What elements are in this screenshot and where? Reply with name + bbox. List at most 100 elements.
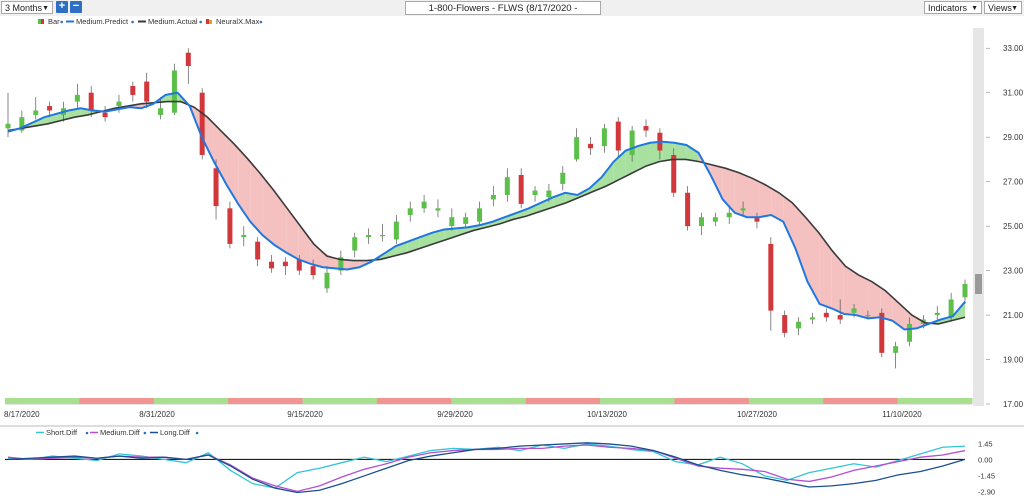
candle-body-bear <box>671 154 677 193</box>
candle-body-bull <box>574 137 580 160</box>
candle <box>366 228 372 244</box>
zoom-in-button[interactable]: + <box>56 1 68 13</box>
candle <box>588 137 594 155</box>
candle <box>102 106 108 122</box>
indicators-select[interactable]: Indicators ▼ <box>924 1 982 14</box>
candle-body-bear <box>185 52 191 67</box>
candle-body-bull <box>809 317 815 320</box>
candle <box>19 110 25 133</box>
candle <box>296 255 302 276</box>
candle-body-bull <box>726 212 732 218</box>
candle-body-bull <box>421 201 427 209</box>
candle-body-bull <box>5 123 11 129</box>
fill-segment-up <box>504 212 517 223</box>
y-tick-label: 23.00 <box>1003 267 1024 276</box>
candle-body-bull <box>352 237 358 251</box>
fill-segment-down <box>710 164 723 200</box>
chevron-down-icon: ▼ <box>1011 5 1018 12</box>
osc-series-line <box>7 443 966 489</box>
views-select[interactable]: Views ▼ <box>984 1 1022 14</box>
osc-y-tick-label: 1.45 <box>978 439 993 448</box>
osc-series-line <box>7 442 966 494</box>
x-tick-label: 10/27/2020 <box>737 410 778 419</box>
candle <box>490 186 496 207</box>
y-tick-label: 19.00 <box>1003 356 1024 365</box>
fill-segment-up <box>601 161 614 188</box>
candle <box>435 199 441 218</box>
y-tick-label: 29.00 <box>1003 133 1024 142</box>
candle-body-bull <box>241 235 247 238</box>
candle-body-bear <box>879 312 885 353</box>
fill-segment-down <box>831 250 844 314</box>
osc-legend-entry: Short.Diff <box>46 428 78 437</box>
candle <box>532 186 538 202</box>
candle-body-bear <box>130 86 136 95</box>
legend-entry: Medium.Actual <box>148 17 198 26</box>
y-tick-label: 27.00 <box>1003 178 1024 187</box>
candle-body-bear <box>102 112 108 118</box>
fill-segment-up <box>444 228 457 241</box>
candle <box>560 166 566 191</box>
fill-segment-down <box>892 297 905 330</box>
candle <box>171 63 177 115</box>
candle <box>352 232 358 258</box>
fill-segment-down <box>807 219 820 304</box>
candle <box>185 48 191 84</box>
period-select[interactable]: 3 Months ▼ <box>1 1 53 14</box>
candle <box>449 208 455 231</box>
fill-segment-up <box>674 142 687 160</box>
candle-body-bull <box>601 128 607 147</box>
candle <box>407 201 413 222</box>
fill-segment-down <box>250 161 263 236</box>
fill-segment-up <box>686 144 699 162</box>
signal-strip-segment <box>79 398 155 404</box>
candle <box>643 119 649 138</box>
fill-segment-up <box>456 227 469 237</box>
candle-body-bear <box>269 261 275 269</box>
candle-body-bull <box>893 346 899 353</box>
fill-segment-up <box>637 142 651 171</box>
candle <box>796 317 802 336</box>
chevron-down-icon: ▼ <box>42 5 49 12</box>
candle <box>504 168 510 202</box>
vertical-scrollbar-track <box>973 28 984 406</box>
views-label: Views <box>988 3 1012 13</box>
legend-dot <box>195 431 199 435</box>
candle-body-bull <box>33 110 39 115</box>
signal-strip-segment <box>302 398 378 404</box>
fill-segment-down <box>201 112 214 162</box>
candle-body-bull <box>477 208 483 222</box>
zoom-out-button[interactable]: − <box>70 1 82 13</box>
candle-body-bull <box>865 315 871 317</box>
period-select-value: 3 Months <box>5 3 43 13</box>
medium-actual-line <box>7 100 966 325</box>
candle <box>934 306 940 322</box>
candle <box>282 257 288 276</box>
signal-strip-segment <box>525 398 601 404</box>
signal-strip-segment <box>228 398 304 404</box>
x-tick-label: 9/29/2020 <box>437 410 473 419</box>
candle <box>338 250 344 276</box>
y-tick-label: 21.00 <box>1003 311 1024 320</box>
medium-predict-line <box>7 91 966 331</box>
x-tick-label: 8/17/2020 <box>4 410 40 419</box>
candle <box>879 308 885 358</box>
legend-dot <box>85 431 89 435</box>
fill-segment-down <box>843 264 856 316</box>
signal-strip-segment <box>451 398 527 404</box>
fill-segment-down <box>783 196 796 249</box>
fill-segment-down <box>759 181 772 218</box>
candle-body-bull <box>948 299 954 318</box>
chart-area: 33.00 31.00 29.00 27.00 25.00 23.00 21.00 19.00… <box>0 16 1024 496</box>
candle <box>213 159 219 220</box>
candle <box>74 83 80 109</box>
neuralx-legend-icon <box>209 20 212 24</box>
candle-body-bull <box>504 177 510 195</box>
candle-body-bear <box>213 168 219 207</box>
legend-entry: NeuralX.Max <box>216 17 260 26</box>
legend-dot <box>60 20 63 24</box>
osc-legend-entry: Medium.Diff <box>100 428 141 437</box>
x-tick-label: 11/10/2020 <box>882 410 922 419</box>
fill-segment-down <box>298 223 311 264</box>
candle <box>144 72 150 109</box>
